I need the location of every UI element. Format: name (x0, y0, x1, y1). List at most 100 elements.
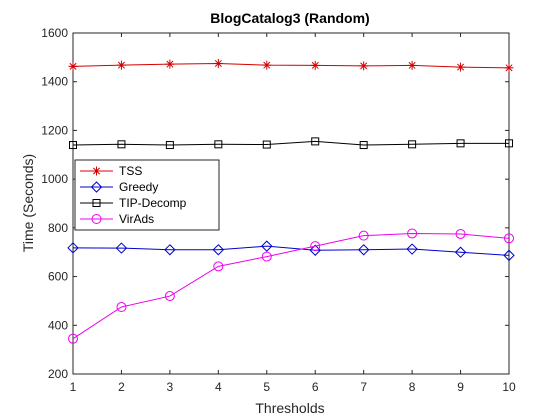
data-point-tip-decomp (408, 140, 417, 149)
diamond-shape (309, 244, 321, 256)
data-point-greedy (503, 249, 515, 262)
data-point-greedy (212, 244, 225, 256)
data-point-virads (261, 251, 272, 262)
square-shape (359, 141, 368, 150)
diamond-shape (115, 242, 128, 254)
chart-title: BlogCatalog3 (Random) (210, 10, 369, 26)
square-shape (92, 199, 101, 207)
legend-item-tss: TSS (80, 164, 142, 178)
y-tick-label: 1000 (41, 172, 68, 186)
legend-marker-tip-decomp (92, 199, 101, 207)
series-virads (68, 228, 514, 344)
legend-label-greedy: Greedy (119, 180, 158, 194)
x-tick-label: 1 (70, 380, 77, 394)
square-shape (117, 140, 126, 149)
data-point-virads (455, 228, 466, 239)
diamond-shape (164, 244, 176, 256)
data-point-tss (165, 59, 175, 69)
circle-shape (116, 302, 127, 313)
data-point-greedy (406, 243, 418, 255)
legend-marker-virads (91, 214, 102, 224)
square-shape (456, 139, 465, 148)
data-point-tip-decomp (165, 141, 174, 150)
data-point-tip-decomp (311, 137, 320, 146)
data-point-tss (359, 61, 369, 71)
data-point-greedy (115, 242, 128, 254)
data-point-virads (358, 230, 369, 241)
asterisk-stroke (360, 62, 368, 70)
diamond-shape (406, 243, 418, 255)
data-point-virads (310, 241, 321, 252)
data-point-virads (213, 261, 224, 272)
data-point-greedy (454, 246, 467, 258)
x-tick-label: 4 (215, 380, 222, 394)
series-line-virads (72, 232, 510, 340)
data-point-tss (262, 60, 272, 70)
data-point-tss (407, 60, 417, 70)
y-tick-label: 1600 (41, 26, 68, 40)
diamond-shape (90, 181, 103, 193)
series-line-tss (72, 62, 510, 69)
x-ticks: 1 2 3 4 5 6 7 8 9 10 (70, 33, 516, 394)
legend-item-greedy: Greedy (80, 180, 158, 194)
legend-item-tip-decomp: TIP-Decomp (80, 196, 187, 210)
data-point-tip-decomp (505, 139, 513, 148)
data-point-tss (310, 60, 320, 70)
diamond-shape (454, 246, 467, 258)
x-tick-label: 2 (118, 380, 125, 394)
data-point-tip-decomp (117, 140, 126, 149)
x-tick-label: 8 (409, 380, 416, 394)
x-tick-label: 6 (312, 380, 319, 394)
asterisk-stroke (408, 61, 416, 69)
legend: TSS Greedy TIP-Decomp VirAds (74, 159, 220, 231)
data-point-greedy (261, 240, 273, 252)
series-tss (68, 58, 514, 73)
circle-shape (310, 241, 321, 252)
y-tick-label: 200 (48, 367, 68, 381)
x-tick-label: 3 (167, 380, 174, 394)
circle-shape (213, 261, 224, 272)
data-point-virads (68, 333, 78, 344)
y-tick-label: 1200 (41, 123, 68, 137)
x-axis-label: Thresholds (255, 400, 324, 416)
square-shape (69, 141, 77, 150)
legend-marker-greedy (90, 181, 103, 193)
series-greedy (67, 240, 515, 262)
data-point-tip-decomp (214, 140, 223, 149)
y-axis-label: Time (Seconds) (20, 154, 36, 252)
data-point-virads (504, 233, 514, 244)
data-point-greedy (309, 244, 321, 256)
data-point-greedy (67, 242, 79, 254)
diamond-shape (212, 244, 225, 256)
asterisk-stroke (505, 64, 513, 72)
data-point-greedy (164, 244, 176, 256)
data-point-tss (116, 60, 126, 70)
circle-shape (68, 333, 78, 344)
series-layer (67, 58, 515, 344)
data-point-virads (164, 291, 175, 302)
square-shape (311, 137, 320, 146)
asterisk-stroke (311, 61, 319, 69)
asterisk-stroke (92, 167, 101, 175)
data-point-tss (213, 58, 223, 68)
diamond-shape (503, 249, 515, 262)
data-point-tip-decomp (69, 141, 77, 150)
legend-label-tip-decomp: TIP-Decomp (119, 196, 187, 210)
y-tick-label: 600 (48, 270, 68, 284)
square-shape (408, 140, 417, 149)
data-point-tip-decomp (359, 141, 368, 150)
data-point-tip-decomp (456, 139, 465, 148)
x-tick-label: 7 (360, 380, 367, 394)
asterisk-stroke (457, 63, 465, 71)
asterisk-stroke (166, 60, 174, 68)
series-tip-decomp (69, 137, 513, 150)
diamond-shape (261, 240, 273, 252)
y-ticks: 200 400 600 800 1000 1200 1400 1600 (41, 26, 509, 381)
square-shape (214, 140, 223, 149)
y-tick-label: 400 (48, 318, 68, 332)
data-point-virads (116, 302, 127, 313)
data-point-tip-decomp (262, 140, 271, 149)
series-line-tip-decomp (72, 140, 509, 146)
legend-label-tss: TSS (119, 164, 142, 178)
